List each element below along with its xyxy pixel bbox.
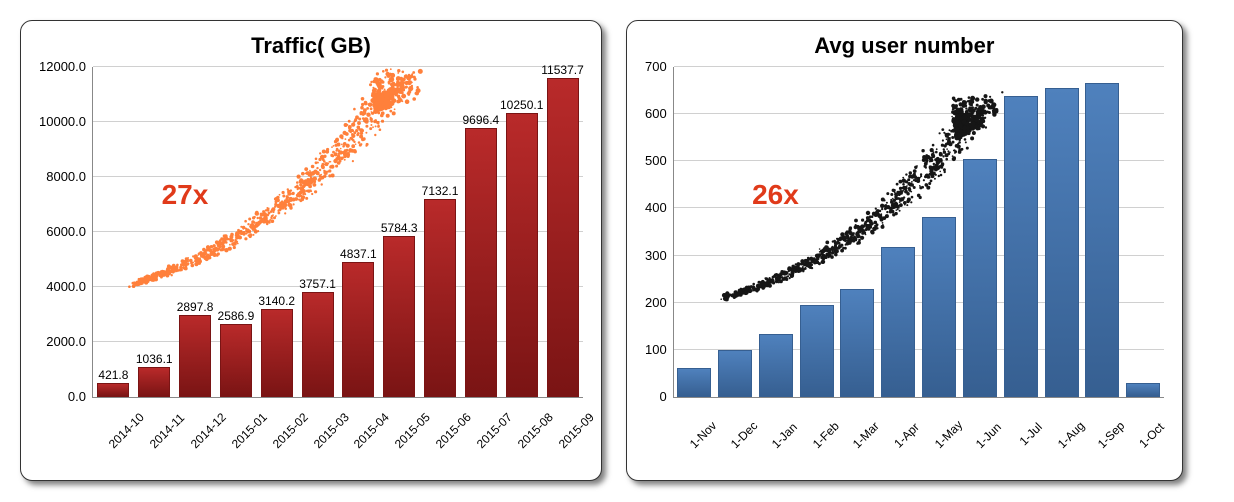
traffic-bar-value-label: 3140.2 — [258, 294, 295, 308]
traffic-x-tick: 2015-06 — [433, 420, 464, 451]
traffic-chart-panel: Traffic( GB) 0.02000.04000.06000.08000.0… — [20, 20, 602, 481]
traffic-x-tick: 2014-10 — [106, 420, 137, 451]
users-bar-rect — [1045, 88, 1079, 397]
traffic-x-tick: 2015-04 — [351, 420, 382, 451]
users-bar — [800, 305, 834, 398]
users-x-tick: 1-Nov — [687, 420, 718, 451]
traffic-bar: 3757.1 — [302, 292, 334, 397]
traffic-bar-value-label: 11537.7 — [541, 63, 584, 77]
users-bar-rect — [963, 159, 997, 397]
users-x-tick: 1-Aug — [1054, 420, 1085, 451]
users-plot-area: 26x — [673, 67, 1164, 398]
users-chart-body: 0100200300400500600700 26x 1-Nov 1-Dec 1-J… — [645, 67, 1164, 462]
users-chart-panel: Avg user number 0100200300400500600700 2… — [626, 20, 1183, 481]
users-x-tick: 1-Jan — [769, 420, 800, 451]
users-bar — [881, 247, 915, 398]
traffic-bar-rect: 3140.2 — [261, 309, 293, 397]
users-x-axis: 1-Nov 1-Dec 1-Jan 1-Feb 1-Mar 1-Apr 1-May 1-Jun… — [673, 402, 1163, 462]
users-bar-rect — [759, 334, 793, 397]
traffic-bar-rect: 421.8 — [97, 383, 129, 397]
traffic-bar-rect: 3757.1 — [302, 292, 334, 397]
traffic-x-axis: 2014-10 2014-11 2014-12 2015-01 2015-02 2015-… — [92, 402, 582, 462]
users-bar-rect — [718, 350, 752, 397]
traffic-chart-title: Traffic( GB) — [39, 33, 583, 59]
traffic-bar: 7132.1 — [424, 199, 456, 397]
traffic-x-tick: 2015-02 — [270, 420, 301, 451]
users-bar-rect — [922, 217, 956, 397]
traffic-bar: 2897.8 — [179, 315, 211, 397]
users-bars — [674, 67, 1164, 397]
traffic-bar-rect: 2586.9 — [220, 324, 252, 397]
users-bar — [1004, 96, 1038, 397]
users-bar-rect — [881, 247, 915, 398]
traffic-x-tick: 2014-12 — [188, 420, 219, 451]
users-bar — [1045, 88, 1079, 397]
traffic-bar-value-label: 3757.1 — [299, 277, 336, 291]
traffic-bar: 1036.1 — [138, 367, 170, 397]
traffic-bar-rect: 7132.1 — [424, 199, 456, 397]
users-x-tick: 1-Apr — [891, 420, 922, 451]
users-bar-rect — [800, 305, 834, 398]
users-x-tick: 1-Feb — [809, 420, 840, 451]
users-bar-rect — [1004, 96, 1038, 397]
users-bar — [718, 350, 752, 397]
traffic-bar-rect: 10250.1 — [506, 113, 538, 397]
users-bar — [677, 368, 711, 397]
traffic-bar: 4837.1 — [342, 262, 374, 397]
traffic-bar-rect: 4837.1 — [342, 262, 374, 397]
users-bar — [1085, 83, 1119, 397]
users-x-tick: 1-Jul — [1014, 420, 1045, 451]
traffic-bar-value-label: 4837.1 — [340, 247, 377, 261]
users-bar-rect — [1126, 383, 1160, 397]
users-bar — [759, 334, 793, 397]
users-bar — [1126, 383, 1160, 397]
traffic-bar-rect: 5784.3 — [383, 236, 415, 397]
users-x-tick: 1-Dec — [728, 420, 759, 451]
traffic-bar: 9696.4 — [465, 128, 497, 397]
traffic-bar: 421.8 — [97, 383, 129, 397]
users-bar-rect — [1085, 83, 1119, 397]
traffic-bar: 11537.7 — [547, 78, 579, 397]
traffic-x-tick: 2015-07 — [474, 420, 505, 451]
traffic-bar-value-label: 1036.1 — [136, 352, 173, 366]
traffic-bar: 5784.3 — [383, 236, 415, 397]
users-bar-rect — [840, 289, 874, 397]
users-x-tick: 1-Sep — [1095, 420, 1126, 451]
traffic-y-axis: 0.02000.04000.06000.08000.010000.012000.… — [39, 67, 92, 397]
users-x-tick: 1-Mar — [850, 420, 881, 451]
traffic-bar-rect: 9696.4 — [465, 128, 497, 397]
traffic-x-tick: 2015-01 — [229, 420, 260, 451]
users-bar-rect — [677, 368, 711, 397]
traffic-x-tick: 2015-03 — [310, 420, 341, 451]
traffic-x-tick: 2014-11 — [147, 420, 178, 451]
users-x-tick: 1-Jun — [973, 420, 1004, 451]
users-bar — [963, 159, 997, 397]
users-chart-title: Avg user number — [645, 33, 1164, 59]
users-bar — [922, 217, 956, 397]
users-y-axis: 0100200300400500600700 — [645, 67, 673, 397]
traffic-plot-area: 421.81036.12897.82586.93140.23757.14837.… — [92, 67, 583, 398]
traffic-bar-value-label: 2586.9 — [218, 309, 255, 323]
traffic-bar-rect: 11537.7 — [547, 78, 579, 397]
traffic-bar: 10250.1 — [506, 113, 538, 397]
traffic-bar-value-label: 7132.1 — [422, 184, 459, 198]
traffic-bar-value-label: 2897.8 — [177, 300, 214, 314]
traffic-chart-body: 0.02000.04000.06000.08000.010000.012000.… — [39, 67, 583, 462]
users-x-tick: 1-Oct — [1136, 420, 1167, 451]
traffic-bar: 2586.9 — [220, 324, 252, 397]
traffic-x-tick: 2015-09 — [555, 420, 586, 451]
traffic-x-tick: 2015-05 — [392, 420, 423, 451]
traffic-bar-value-label: 9696.4 — [463, 113, 500, 127]
users-x-tick: 1-May — [932, 420, 963, 451]
traffic-bar: 3140.2 — [261, 309, 293, 397]
traffic-bar-value-label: 421.8 — [98, 368, 128, 382]
traffic-bar-rect: 1036.1 — [138, 367, 170, 397]
traffic-bars: 421.81036.12897.82586.93140.23757.14837.… — [93, 67, 583, 397]
users-bar — [840, 289, 874, 397]
traffic-bar-value-label: 5784.3 — [381, 221, 418, 235]
traffic-bar-rect: 2897.8 — [179, 315, 211, 397]
traffic-bar-value-label: 10250.1 — [500, 98, 543, 112]
traffic-x-tick: 2015-08 — [514, 420, 545, 451]
